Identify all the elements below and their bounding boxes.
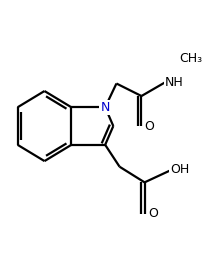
Text: NH: NH [165, 76, 184, 89]
Text: O: O [145, 119, 155, 133]
Text: O: O [148, 207, 158, 220]
Text: CH₃: CH₃ [179, 52, 202, 65]
Text: N: N [100, 101, 110, 114]
Text: OH: OH [171, 163, 190, 176]
